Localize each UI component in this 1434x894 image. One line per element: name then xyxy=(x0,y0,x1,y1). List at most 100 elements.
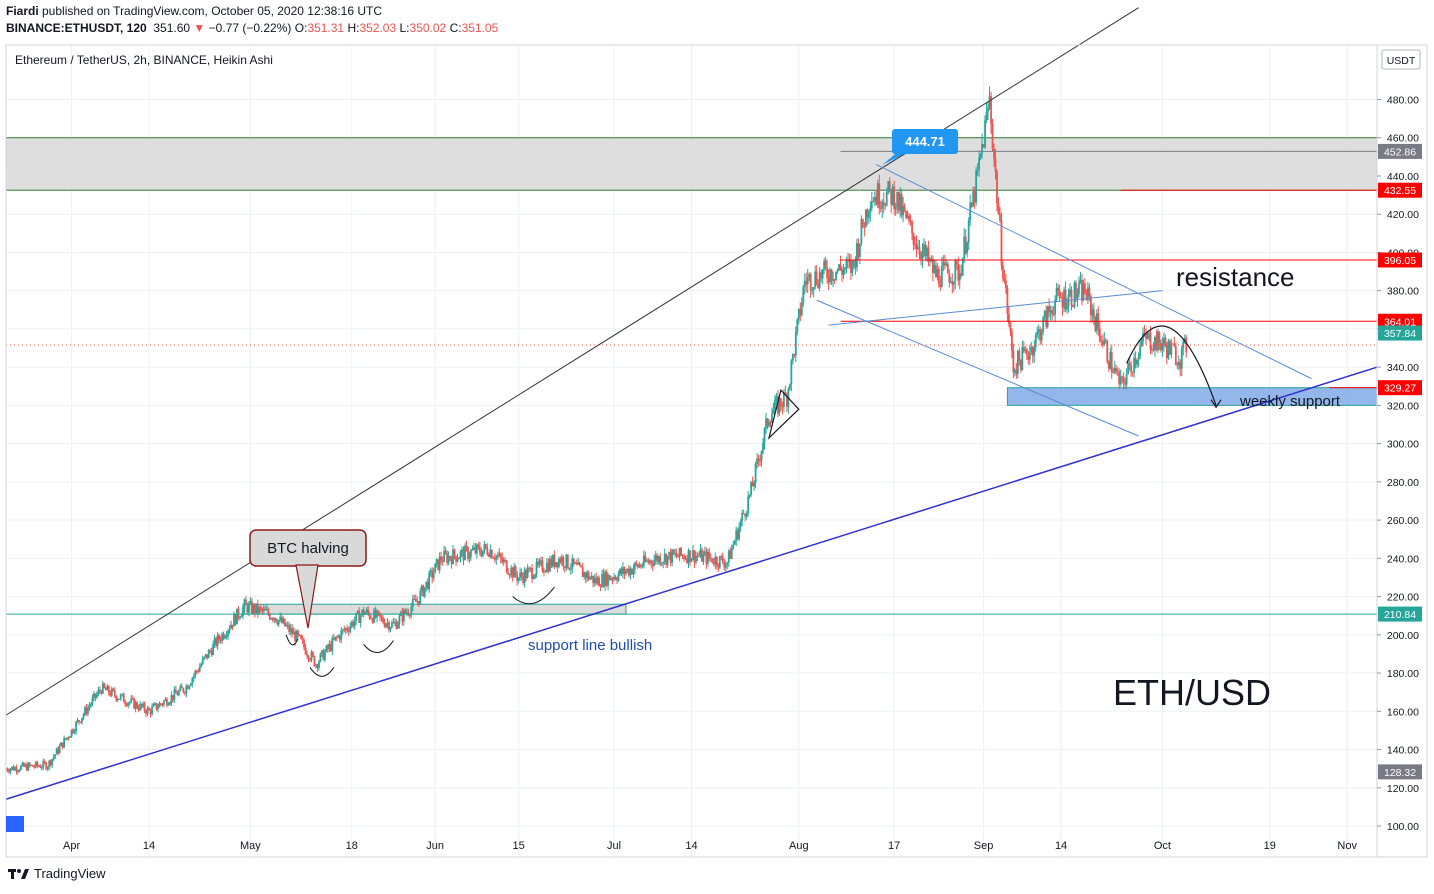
candle-body xyxy=(562,557,565,567)
candle-body xyxy=(288,624,291,633)
candle-body xyxy=(838,264,840,271)
candle-body xyxy=(739,520,742,528)
candle xyxy=(1019,359,1022,373)
candle xyxy=(975,166,978,206)
candle xyxy=(477,542,480,550)
candle xyxy=(347,626,350,637)
x-tick-label: Apr xyxy=(63,840,80,852)
pattern-arc xyxy=(363,640,394,653)
candle-body xyxy=(595,577,598,584)
candle xyxy=(329,640,332,653)
candle xyxy=(137,704,140,713)
candle-body xyxy=(964,236,967,253)
candle-body xyxy=(908,215,910,221)
candle xyxy=(43,759,46,765)
candle xyxy=(553,550,556,569)
candle xyxy=(677,554,679,558)
candle xyxy=(28,762,31,768)
footer-brand[interactable]: TradingView xyxy=(34,866,106,881)
candle xyxy=(356,610,359,614)
candle-body xyxy=(1024,349,1027,352)
candle-series xyxy=(5,86,1188,775)
candle-body xyxy=(267,609,270,615)
candle-body xyxy=(885,192,888,206)
candle-body xyxy=(1055,287,1058,300)
candle-body xyxy=(642,555,645,566)
symbol-label: BINANCE:ETHUSDT, 120 xyxy=(6,21,147,35)
candle xyxy=(1033,340,1036,363)
currency-label: USDT xyxy=(1387,55,1416,67)
candle-body xyxy=(24,764,27,767)
candle xyxy=(569,563,572,575)
candle-body xyxy=(1003,278,1006,281)
candle xyxy=(304,644,307,655)
candle-body xyxy=(999,213,1001,221)
candle xyxy=(245,596,247,605)
candle-body xyxy=(158,703,161,708)
tradingview-logo-icon[interactable] xyxy=(8,867,30,881)
candle xyxy=(663,548,666,565)
candle xyxy=(1115,364,1118,375)
candle-body xyxy=(1137,356,1140,360)
candle xyxy=(599,583,602,592)
candle xyxy=(937,265,940,288)
candle xyxy=(204,654,207,659)
candle xyxy=(192,673,195,683)
candle-body xyxy=(860,219,863,244)
candle xyxy=(926,245,928,262)
candle xyxy=(112,688,115,692)
candle xyxy=(893,180,896,216)
price-tag-label: 396.05 xyxy=(1384,255,1416,267)
candle xyxy=(653,554,656,567)
candle xyxy=(386,618,389,629)
candle-body xyxy=(164,698,167,701)
candle xyxy=(107,685,110,696)
candle-body xyxy=(1064,289,1067,310)
candle xyxy=(1168,339,1171,355)
candle xyxy=(1110,344,1113,379)
candle xyxy=(768,418,770,428)
candle-body xyxy=(1091,309,1094,316)
candle xyxy=(510,565,513,578)
candle-body xyxy=(1131,371,1134,373)
candle-body xyxy=(484,544,487,548)
candle xyxy=(297,629,299,638)
candle-body xyxy=(818,272,821,288)
candle xyxy=(896,191,899,214)
candle xyxy=(215,636,218,648)
candle xyxy=(490,548,493,559)
candle xyxy=(780,397,782,412)
author-name[interactable]: Fiardi xyxy=(6,4,39,18)
candle xyxy=(328,640,331,653)
candle xyxy=(817,279,820,289)
candle xyxy=(234,613,237,626)
candle-body xyxy=(1075,282,1077,299)
candle xyxy=(1155,329,1158,352)
candle-body xyxy=(745,513,748,517)
candle xyxy=(1069,283,1071,297)
candle xyxy=(142,701,144,709)
candle xyxy=(1073,280,1076,309)
candle-body xyxy=(708,552,711,558)
candle xyxy=(996,169,998,212)
candle xyxy=(854,256,857,275)
candle-body xyxy=(1036,331,1039,335)
x-tick-label: Jul xyxy=(607,840,621,852)
candle-body xyxy=(991,123,994,149)
candle xyxy=(818,266,821,292)
candle xyxy=(55,747,58,755)
candle xyxy=(537,558,539,568)
chart-labels: Ethereum / TetherUS, 2h, BINANCE, Heikin… xyxy=(6,53,1341,832)
candle-body xyxy=(130,698,133,703)
candle-body xyxy=(653,559,656,566)
candle-body xyxy=(1018,350,1021,361)
candle-body xyxy=(556,562,559,568)
candle-body xyxy=(170,695,173,703)
candle-body xyxy=(934,265,937,278)
price-tag xyxy=(1378,252,1422,268)
candle-body xyxy=(1152,349,1155,351)
candle xyxy=(1106,339,1109,364)
candle-body xyxy=(546,562,548,572)
candle xyxy=(604,569,606,592)
